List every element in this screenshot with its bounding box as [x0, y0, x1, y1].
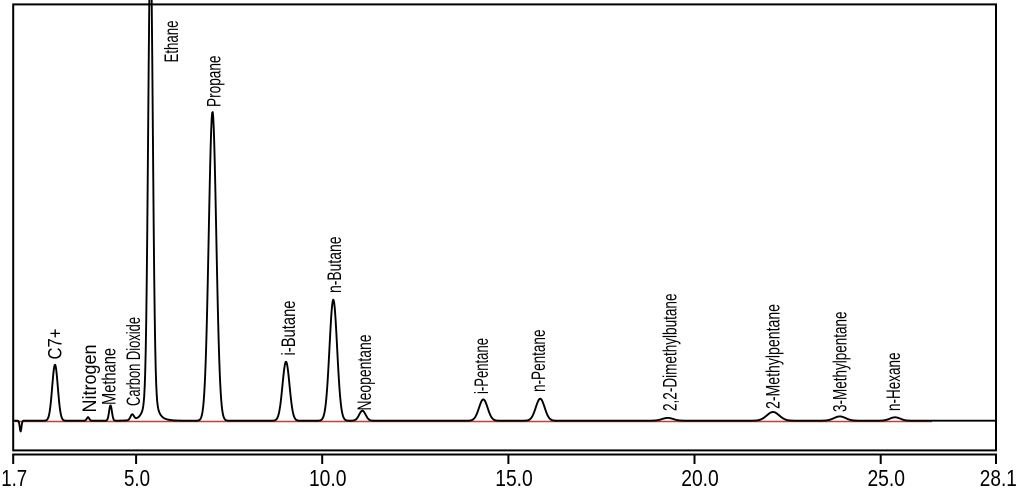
svg-text:Neopentane: Neopentane — [354, 335, 376, 411]
svg-text:25.0: 25.0 — [867, 465, 905, 491]
svg-text:2,2-Dimethylbutane: 2,2-Dimethylbutane — [660, 294, 682, 412]
svg-text:n-Pentane: n-Pentane — [528, 330, 550, 393]
svg-text:5.0: 5.0 — [124, 465, 150, 491]
svg-text:i-Butane: i-Butane — [278, 301, 300, 356]
svg-text:n-Butane: n-Butane — [324, 237, 346, 294]
svg-text:1.7: 1.7 — [1, 465, 27, 491]
svg-text:28.1: 28.1 — [980, 465, 1017, 491]
svg-text:i-Pentane: i-Pentane — [471, 338, 493, 394]
svg-text:C7+: C7+ — [45, 329, 67, 360]
svg-text:Ethane: Ethane — [161, 21, 183, 63]
svg-text:Nitrogen: Nitrogen — [79, 345, 101, 413]
svg-text:Propane: Propane — [204, 56, 226, 108]
svg-text:3-Methylpentane: 3-Methylpentane — [830, 312, 852, 413]
svg-text:10.0: 10.0 — [309, 465, 347, 491]
svg-text:20.0: 20.0 — [681, 465, 719, 491]
svg-text:15.0: 15.0 — [495, 465, 533, 491]
svg-text:n-Hexane: n-Hexane — [883, 353, 905, 412]
svg-text:2-Methylpentane: 2-Methylpentane — [763, 304, 785, 409]
svg-text:Carbon Dioxide: Carbon Dioxide — [123, 317, 145, 406]
svg-text:Methane: Methane — [99, 348, 121, 405]
